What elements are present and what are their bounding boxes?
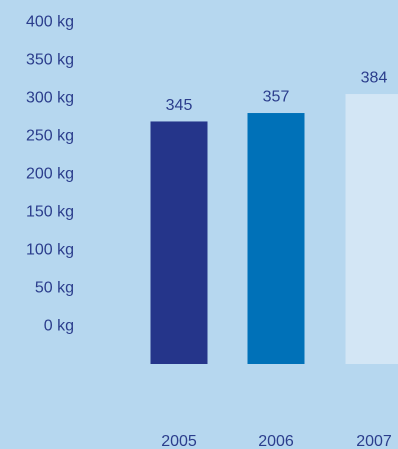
y-tick-label: 200 kg <box>26 166 74 183</box>
data-label-2006: 357 <box>263 89 290 106</box>
data-label-2005: 345 <box>166 97 193 114</box>
x-tick-label-2006: 2006 <box>258 433 294 449</box>
value-labels-group: 345 357 384 <box>166 70 388 114</box>
y-tick-label: 400 kg <box>26 14 74 31</box>
bar-2006 <box>247 113 305 365</box>
y-tick-label: 100 kg <box>26 242 74 259</box>
x-tick-label-2005: 2005 <box>161 433 197 449</box>
x-axis: 2005 2006 2007 <box>161 433 392 449</box>
bar-2005 <box>150 121 208 364</box>
y-tick-label: 0 kg <box>44 318 74 335</box>
y-tick-label: 350 kg <box>26 52 74 69</box>
x-tick-label-2007: 2007 <box>356 433 392 449</box>
data-label-2007: 384 <box>361 70 388 87</box>
y-tick-label: 250 kg <box>26 128 74 145</box>
y-axis: 400 kg 350 kg 300 kg 250 kg 200 kg 150 kg 100 … <box>26 14 74 335</box>
y-tick-label: 50 kg <box>35 280 74 297</box>
bars-group <box>150 94 398 365</box>
y-tick-label: 150 kg <box>26 204 74 221</box>
y-tick-label: 300 kg <box>26 90 74 107</box>
bar-2007 <box>345 94 398 364</box>
